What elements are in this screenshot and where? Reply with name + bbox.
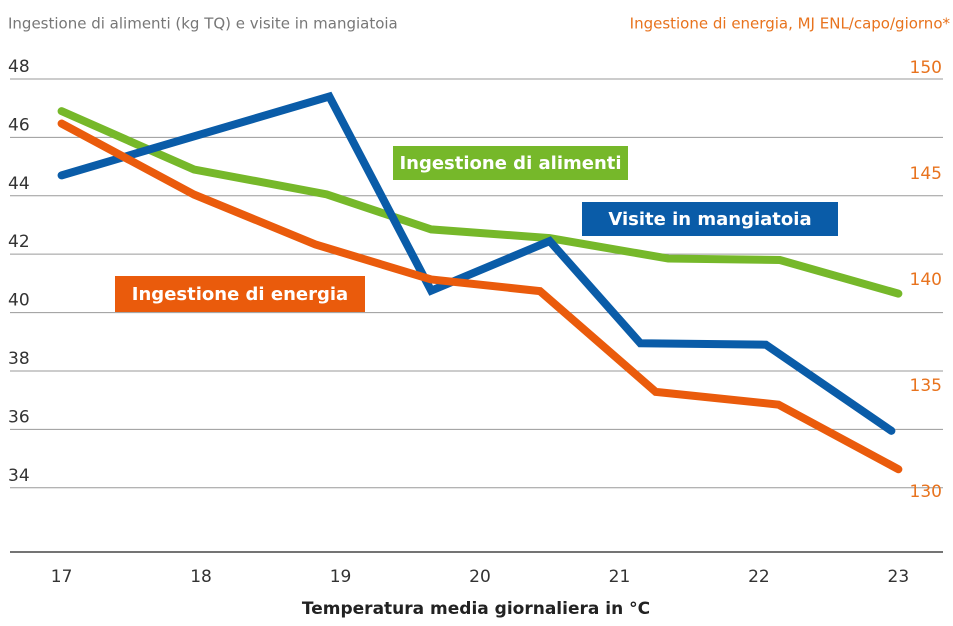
line <box>57 119 903 474</box>
y-tick-label: 44 <box>8 174 30 194</box>
y-tick-label: 36 <box>8 407 30 427</box>
legend-label: Ingestione di alimenti <box>399 153 621 174</box>
x-tick-label: 17 <box>51 567 73 587</box>
x-tick-label: 20 <box>469 567 491 587</box>
y-tick-label: 40 <box>8 291 30 311</box>
subtitle: Ingestione di alimenti (kg TQ) e visite … <box>8 15 398 33</box>
y-tick-label: 38 <box>8 349 30 369</box>
legend-label: Ingestione di energia <box>132 284 348 305</box>
y2-tick-label: 130 <box>910 482 942 502</box>
legend-box <box>582 202 838 236</box>
line <box>57 107 903 298</box>
x-tick-label: 19 <box>330 567 352 587</box>
y2-tick-label: 140 <box>910 270 942 290</box>
y2-tick-label: 145 <box>910 164 942 184</box>
line <box>57 91 896 435</box>
legend-box <box>115 276 365 312</box>
y-tick-label: 46 <box>8 115 30 135</box>
y-tick-label: 42 <box>8 232 30 252</box>
y2-axis-title: Ingestione di energia, MJ ENL/capo/giorn… <box>630 15 951 33</box>
y2-tick-label: 150 <box>910 58 942 78</box>
x-tick-label: 18 <box>190 567 212 587</box>
x-tick-label: 23 <box>888 567 910 587</box>
x-tick-label: 21 <box>609 567 631 587</box>
legend-label: Visite in mangiatoia <box>608 209 811 230</box>
y2-tick-label: 135 <box>910 376 942 396</box>
x-axis-title: Temperatura media giornaliera in °C <box>302 599 650 619</box>
y-tick-label: 34 <box>8 466 30 486</box>
x-tick-label: 22 <box>748 567 770 587</box>
y-tick-label: 48 <box>8 57 30 77</box>
legend-box <box>393 146 628 180</box>
